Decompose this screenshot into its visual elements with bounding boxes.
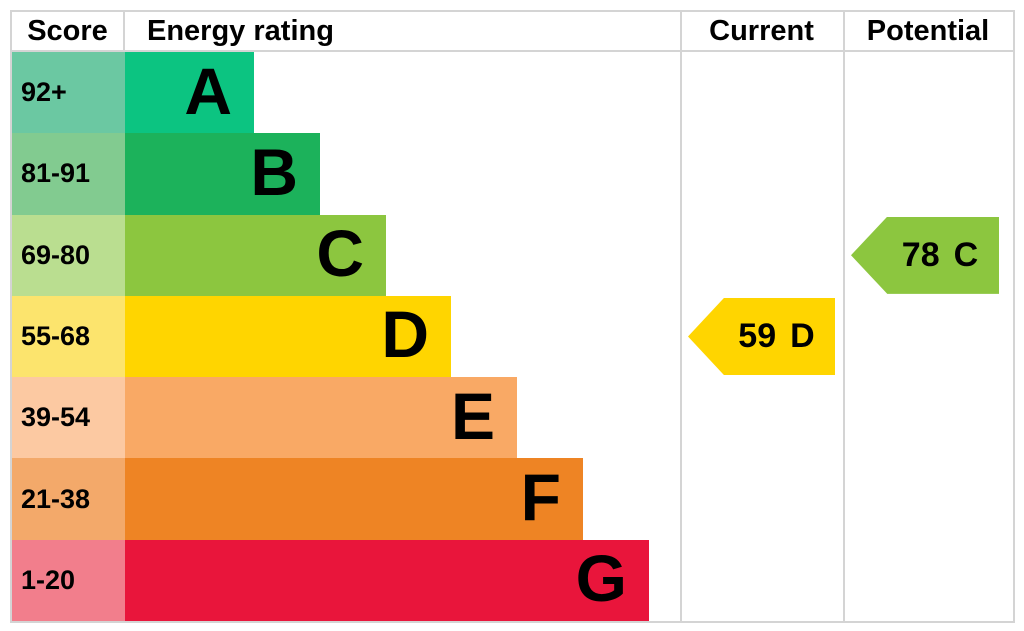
header-current: Current	[709, 15, 814, 47]
potential-band-letter: C	[953, 235, 979, 274]
band-row-b: 81-91 B	[12, 133, 1013, 215]
rating-bar-a: A	[125, 52, 254, 134]
band-row-f: 21-38 F	[12, 458, 1013, 540]
rating-bar-c: C	[125, 214, 386, 296]
rating-bar-d: D	[125, 295, 451, 378]
band-row-c: 69-80 C 78 C	[12, 214, 1013, 296]
band-letter-d: D	[381, 297, 429, 372]
band-row-d: 55-68 D 59 D	[12, 295, 1013, 378]
score-range-e: 39-54	[12, 377, 125, 459]
band-letter-b: B	[250, 134, 298, 209]
band-rows: 92+ A 81-91 B 69-80 C 78 C 55-68 D 59 D 39-54 E 21-38 F…	[12, 52, 1013, 621]
score-range-b: 81-91	[12, 133, 125, 215]
band-letter-c: C	[316, 216, 364, 291]
score-range-a: 92+	[12, 52, 125, 134]
rating-bar-f: F	[125, 458, 583, 540]
current-score-value: 59	[738, 316, 777, 355]
band-letter-f: F	[520, 460, 561, 535]
score-range-c: 69-80	[12, 214, 125, 296]
rating-bar-e: E	[125, 377, 517, 459]
band-letter-a: A	[184, 53, 232, 128]
band-row-g: 1-20 G	[12, 539, 1013, 621]
current-column-divider	[680, 12, 682, 621]
score-range-d: 55-68	[12, 295, 125, 378]
band-letter-g: G	[575, 541, 627, 616]
score-range-g: 1-20	[12, 539, 125, 621]
score-range-f: 21-38	[12, 458, 125, 540]
header-score: Score	[12, 12, 125, 50]
table-header-row: Score Energy rating Current Potential	[12, 12, 1013, 52]
rating-bar-b: B	[125, 133, 320, 215]
band-letter-e: E	[450, 378, 495, 453]
potential-rating-arrow: 78 C	[851, 216, 999, 294]
header-potential: Potential	[866, 15, 990, 47]
header-energy-rating: Energy rating	[147, 15, 334, 47]
rating-bar-g: G	[125, 539, 649, 621]
rating-table: Score Energy rating Current Potential 92…	[10, 10, 1015, 623]
current-rating-arrow: 59 D	[688, 297, 835, 376]
potential-column-divider	[843, 12, 845, 621]
potential-score-value: 78	[901, 235, 940, 274]
band-row-e: 39-54 E	[12, 377, 1013, 459]
band-row-a: 92+ A	[12, 52, 1013, 134]
current-band-letter: D	[790, 316, 815, 355]
